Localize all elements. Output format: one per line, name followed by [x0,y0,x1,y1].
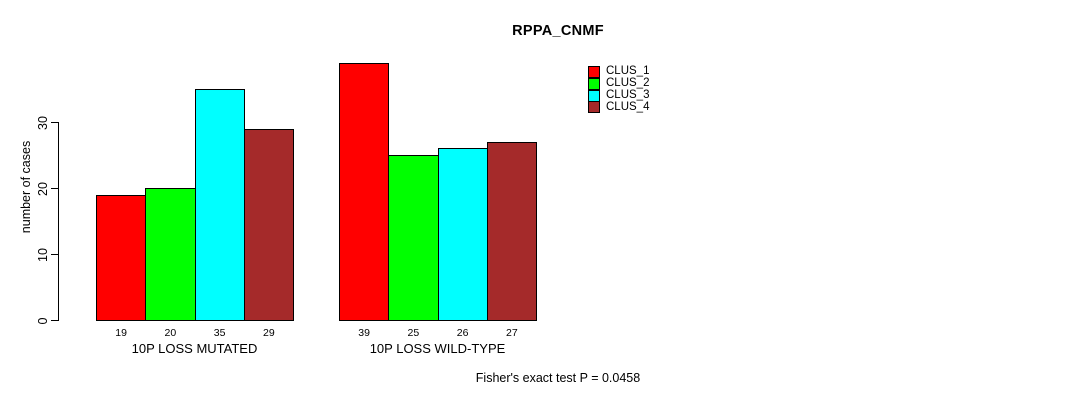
bar-clus_3-group2 [437,148,488,321]
y-tick-label: 30 [36,115,50,130]
bar-value-label: 39 [358,327,370,339]
bar-value-label: 29 [263,327,275,339]
bar-value-label: 27 [506,327,518,339]
chart-title: RPPA_CNMF [512,23,604,39]
bar-value-label: 35 [213,327,226,339]
legend-swatch-clus_2 [588,77,600,90]
bar-clus_1-group2 [339,62,390,321]
y-tick [51,254,58,255]
bar-clus_3-group1 [194,89,245,321]
fisher-test-note: Fisher's exact test P = 0.0458 [475,371,641,385]
x-group-label: 10P LOSS MUTATED [131,341,258,356]
legend-swatch-clus_1 [588,65,600,78]
y-tick-label: 20 [36,181,50,196]
bar-value-label: 19 [115,327,127,339]
x-group-label: 10P LOSS WILD-TYPE [369,341,506,356]
bar-value-label: 26 [456,327,469,339]
y-tick [51,122,58,123]
bar-clus_1-group1 [96,194,147,321]
legend-label: CLUS_3 [606,88,650,101]
bar-clus_2-group2 [388,155,439,321]
legend-item: CLUS_2 [588,77,650,90]
legend-swatch-clus_4 [588,101,600,114]
legend-label: CLUS_1 [606,65,650,78]
legend-item: CLUS_1 [588,66,649,78]
legend-label: CLUS_2 [606,77,650,90]
bar-value-label: 25 [407,327,420,339]
legend: CLUS_1 CLUS_2 CLUS_3 CLUS_4 [588,66,650,114]
y-axis-label: number of cases [19,140,33,234]
bar-clus_2-group1 [145,188,196,321]
y-tick [51,188,58,189]
legend-swatch-clus_3 [588,89,600,102]
legend-item: CLUS_4 [588,100,650,114]
legend-item: CLUS_3 [588,88,650,102]
bar-clus_4-group2 [486,141,537,321]
y-axis-line [58,122,59,321]
legend-label: CLUS_4 [606,100,650,113]
y-tick [51,320,58,321]
y-tick-label: 0 [36,317,50,324]
bar-value-label: 20 [164,327,177,339]
y-tick-label: 10 [36,247,50,262]
bar-clus_4-group1 [243,128,294,321]
